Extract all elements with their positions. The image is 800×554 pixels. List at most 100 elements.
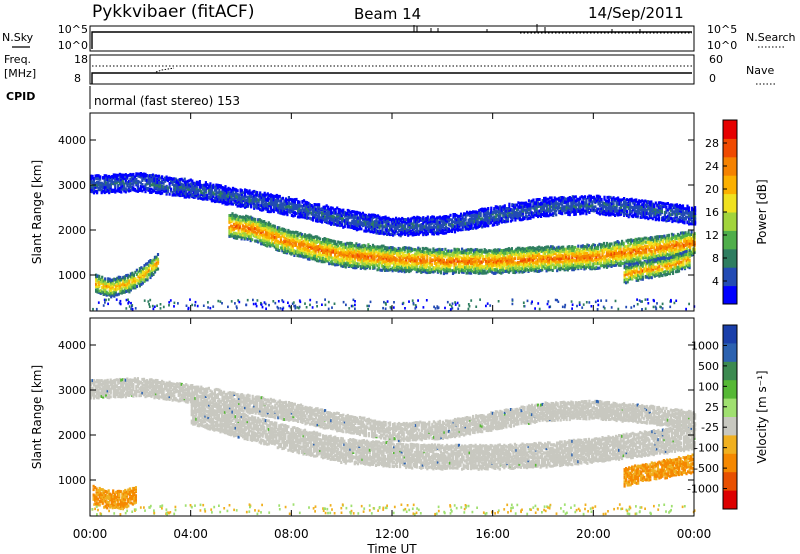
data-cell <box>430 268 433 272</box>
data-cell <box>413 220 416 224</box>
data-cell <box>399 234 402 238</box>
data-cell <box>210 184 213 188</box>
data-cell <box>604 213 608 217</box>
data-cell <box>235 194 238 198</box>
data-cell <box>236 234 239 238</box>
data-cell <box>391 246 394 250</box>
data-cell <box>278 249 281 252</box>
data-cell <box>171 177 174 181</box>
data-cell <box>520 213 523 217</box>
data-cell <box>571 195 574 199</box>
data-cell <box>418 261 421 265</box>
data-cell <box>334 263 337 267</box>
data-cell <box>251 198 254 202</box>
data-cell <box>253 196 256 200</box>
data-cell <box>369 216 372 220</box>
data-cell <box>270 236 273 240</box>
data-cell <box>284 232 287 236</box>
data-cell <box>499 205 502 209</box>
data-cell <box>114 177 117 181</box>
data-cell <box>443 217 446 221</box>
data-cell <box>367 251 370 255</box>
data-cell <box>629 212 632 216</box>
data-cell <box>502 219 505 223</box>
data-cell <box>577 209 580 213</box>
data-cell <box>293 239 296 243</box>
data-cell <box>411 222 414 226</box>
data-cell <box>355 210 358 214</box>
data-cell <box>239 199 242 203</box>
data-cell <box>356 258 359 262</box>
data-cell <box>381 220 384 224</box>
data-cell <box>453 225 457 229</box>
data-cell <box>109 186 112 190</box>
data-cell <box>358 262 361 266</box>
data-cell <box>648 202 651 206</box>
data-cell <box>305 207 309 211</box>
data-cell <box>435 232 438 236</box>
data-cell <box>327 209 330 213</box>
data-cell <box>93 184 96 188</box>
data-cell <box>591 207 594 211</box>
data-cell <box>191 184 194 187</box>
data-cell <box>183 193 186 197</box>
data-cell <box>450 218 454 222</box>
data-cell <box>485 208 488 212</box>
data-cell <box>350 258 353 261</box>
data-cell <box>242 224 245 228</box>
data-cell <box>400 267 403 271</box>
data-cell <box>511 211 514 214</box>
data-cell <box>173 180 176 183</box>
data-cell <box>254 203 257 207</box>
data-cell <box>390 259 393 263</box>
data-cell <box>311 255 314 259</box>
data-cell <box>373 258 376 262</box>
data-cell <box>322 213 325 217</box>
data-cell <box>254 217 257 221</box>
data-cell <box>248 202 251 206</box>
data-cell <box>266 203 269 206</box>
data-cell <box>236 218 239 222</box>
data-cell <box>378 215 381 219</box>
data-cell <box>635 212 638 216</box>
data-cell <box>689 211 692 215</box>
data-cell <box>243 233 246 237</box>
data-cell <box>356 253 359 257</box>
data-cell <box>466 224 469 228</box>
data-cell <box>660 207 663 211</box>
data-cell <box>425 216 428 220</box>
data-cell <box>555 197 558 201</box>
data-cell <box>423 250 426 254</box>
data-cell <box>441 215 444 219</box>
data-cell <box>133 187 136 191</box>
data-cell <box>272 230 275 234</box>
data-cell <box>428 225 431 229</box>
data-cell <box>537 203 540 206</box>
data-cell <box>242 195 245 199</box>
data-cell <box>366 225 369 229</box>
data-cell <box>105 190 108 194</box>
data-cell <box>273 237 276 241</box>
data-cell <box>238 199 241 203</box>
data-cell <box>359 265 362 269</box>
data-cell <box>390 225 393 229</box>
data-cell <box>627 206 630 210</box>
data-cell <box>203 194 206 198</box>
data-cell <box>617 211 620 215</box>
data-cell <box>508 210 511 214</box>
data-cell <box>305 213 309 217</box>
data-cell <box>333 222 336 226</box>
data-cell <box>493 210 496 214</box>
data-cell <box>654 218 657 222</box>
data-cell <box>417 232 420 236</box>
data-cell <box>261 229 264 233</box>
data-cell <box>540 204 543 208</box>
data-cell <box>277 206 280 210</box>
data-cell <box>159 189 162 193</box>
data-cell <box>409 246 412 250</box>
data-cell <box>399 230 402 234</box>
data-cell <box>654 216 657 220</box>
data-cell <box>494 215 497 219</box>
data-cell <box>445 266 449 270</box>
data-cell <box>680 206 683 210</box>
